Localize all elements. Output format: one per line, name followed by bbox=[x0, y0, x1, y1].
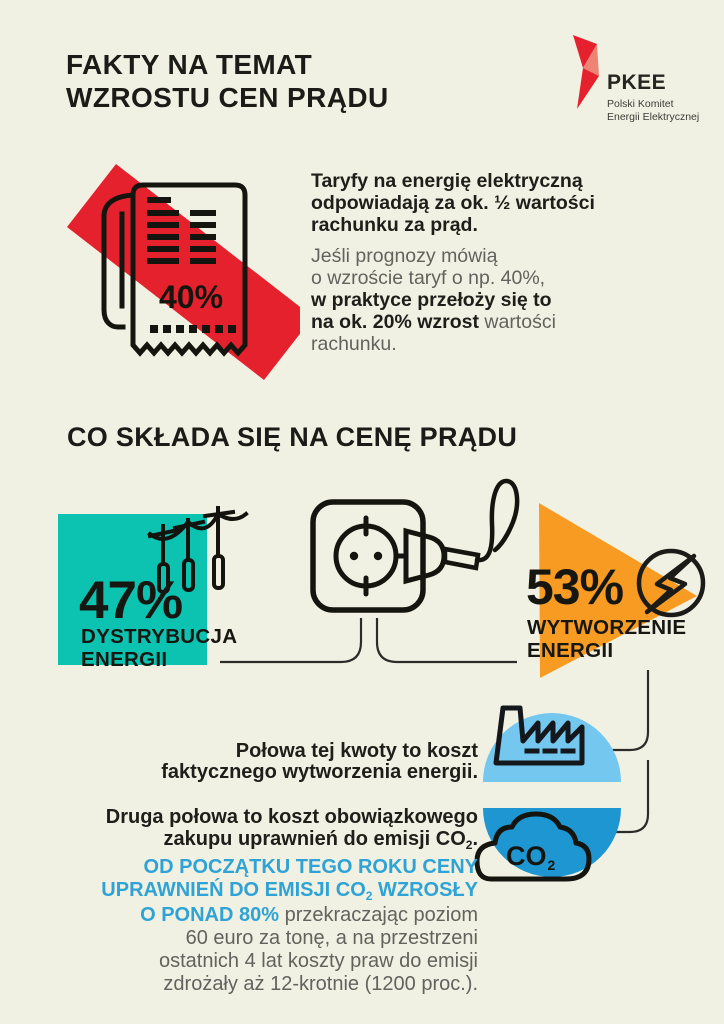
facts-text: Połowa tej kwoty to koszt faktycznego wy… bbox=[101, 741, 478, 996]
page-title-line1: FAKTY NA TEMAT bbox=[66, 49, 313, 80]
intro-gray-line4: rachunku. bbox=[311, 333, 397, 355]
intro-bold-line1: Taryfy na energię elektryczną bbox=[311, 170, 583, 192]
facts-blue-line2-post: WZROSŁY bbox=[372, 879, 478, 901]
power-lines-icon bbox=[147, 506, 249, 594]
intro-bold-line4: w praktyce przełoży się to bbox=[311, 289, 552, 311]
distribution-label-line2: ENERGII bbox=[81, 647, 168, 671]
pkee-logo-name: PKEE bbox=[607, 71, 667, 94]
bill-percent-label: 40% bbox=[159, 279, 223, 315]
distribution-label: DYSTRYBUCJA ENERGII bbox=[81, 625, 238, 671]
generation-label: WYTWORZENIE ENERGII bbox=[527, 616, 687, 662]
facts-half2-line2: zakupu uprawnień do emisji CO2. bbox=[101, 828, 478, 852]
receipt-text-bars bbox=[147, 197, 236, 333]
price-composition-graphic bbox=[58, 478, 706, 882]
factory-icon bbox=[493, 705, 585, 766]
intro-gray-line1: Jeśli prognozy mówią bbox=[311, 245, 498, 267]
crossed-bill-graphic: 40% bbox=[67, 164, 300, 380]
facts-half2-line2-sub: 2 bbox=[465, 838, 473, 852]
section-heading: CO SKŁADA SIĘ NA CENĘ PRĄDU bbox=[67, 422, 518, 452]
facts-gray-line6: zdrożały aż 12-krotnie (1200 proc.). bbox=[163, 973, 478, 995]
pkee-logo-subtitle: Polski Komitet Energii Elektrycznej bbox=[607, 98, 699, 124]
facts-gray-line4: 60 euro za tonę, a na przestrzeni bbox=[185, 927, 478, 949]
facts-gray-line5: ostatnich 4 lat koszty praw do emisji bbox=[158, 950, 478, 972]
facts-half1-line2: faktycznego wytworzenia energii. bbox=[161, 761, 478, 783]
pkee-logo-subtitle-line1: Polski Komitet bbox=[607, 98, 674, 110]
pkee-logo-subtitle-line2: Energii Elektrycznej bbox=[607, 111, 700, 123]
generation-triangle bbox=[539, 503, 697, 678]
red-diagonal-stripe bbox=[67, 164, 300, 380]
pkee-logo-icon bbox=[573, 35, 599, 109]
generation-label-line2: ENERGII bbox=[527, 638, 614, 662]
facts-blue-line2-pre: UPRAWNIEŃ DO EMISJI CO bbox=[101, 879, 366, 901]
page-title-line2: WZROSTU CEN PRĄDU bbox=[66, 82, 389, 113]
generation-label-line1: WYTWORZENIE bbox=[527, 616, 687, 639]
intro-bold-line3: rachunku za prąd. bbox=[311, 214, 478, 236]
co2-badge-text: CO2 bbox=[506, 841, 556, 873]
intro-gray-line3: wartości bbox=[478, 311, 556, 333]
lightning-circle-icon bbox=[636, 548, 706, 618]
intro-bold-line5: na ok. 20% wzrost bbox=[311, 311, 479, 333]
intro-text: Taryfy na energię elektryczną odpowiadaj… bbox=[311, 170, 595, 355]
socket-plug-icon bbox=[310, 478, 520, 613]
intro-mixed-line: na ok. 20% wzrost wartości bbox=[311, 311, 595, 333]
emissions-connector-lines bbox=[602, 670, 650, 834]
facts-mixed-line: O PONAD 80% przekraczając poziom bbox=[101, 904, 478, 927]
co2-badge-co: CO bbox=[506, 841, 547, 871]
generation-percent: 53% bbox=[526, 559, 624, 615]
facts-half2-line2-pre: zakupu uprawnień do emisji CO bbox=[163, 828, 466, 850]
receipt-icon bbox=[101, 182, 248, 357]
distribution-square bbox=[58, 514, 207, 665]
facts-blue-line3: O PONAD 80% bbox=[140, 904, 280, 926]
intro-bold-line2: odpowiadają za ok. ½ wartości bbox=[311, 192, 595, 214]
facts-blue-line2-sub: 2 bbox=[365, 889, 373, 903]
distribution-label-line1: DYSTRYBUCJA bbox=[81, 625, 238, 648]
facts-blue-line1: OD POCZĄTKU TEGO ROKU CENY bbox=[143, 856, 478, 878]
facts-blue-line2: UPRAWNIEŃ DO EMISJI CO2 WZROSŁY bbox=[101, 879, 478, 904]
split-connector-lines bbox=[220, 618, 517, 664]
facts-half1-line1: Połowa tej kwoty to koszt bbox=[235, 740, 478, 762]
page-title: FAKTY NA TEMAT WZROSTU CEN PRĄDU bbox=[66, 48, 389, 114]
intro-gray-line2: o wzroście taryf o np. 40%, bbox=[311, 267, 546, 289]
facts-half2-line1: Druga połowa to koszt obowiązkowego bbox=[105, 806, 478, 828]
co2-cloud-icon bbox=[474, 811, 592, 882]
co2-badge-sub: 2 bbox=[547, 857, 556, 873]
facts-gray-line3: przekraczając poziom bbox=[279, 904, 478, 926]
facts-half2-line2-post: . bbox=[472, 828, 478, 850]
distribution-percent: 47% bbox=[79, 571, 183, 630]
